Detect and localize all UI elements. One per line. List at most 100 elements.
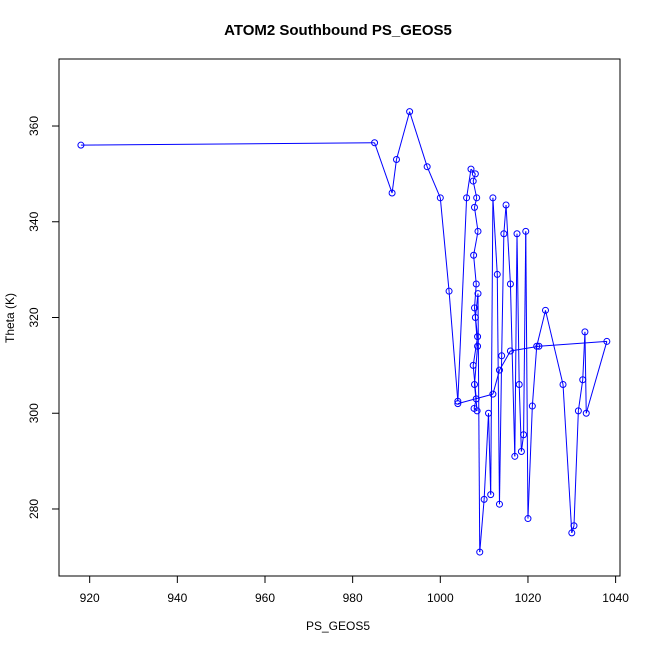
series-segment [426, 166, 441, 199]
series-segment [577, 379, 584, 411]
series-segment [409, 111, 428, 167]
data-point [472, 280, 480, 288]
series-segment [374, 142, 393, 194]
data-point [559, 381, 567, 389]
y-tick-label: 340 [27, 211, 41, 231]
data-point [513, 230, 521, 238]
data-point [495, 366, 503, 374]
y-tick-label: 280 [27, 499, 41, 519]
data-point [467, 165, 475, 173]
series-segment [571, 525, 575, 534]
data-point [471, 314, 479, 321]
chart-title: ATOM2 Southbound PS_GEOS5 [224, 22, 452, 39]
x-tick-label: 920 [80, 591, 100, 605]
series-segment [472, 173, 476, 182]
series-segment [496, 274, 500, 505]
data-point [568, 529, 576, 537]
data-point [469, 361, 477, 369]
series-segment [473, 231, 479, 256]
data-point [528, 402, 536, 410]
series-segment [505, 204, 511, 285]
series-segment [525, 231, 529, 519]
data-point [470, 251, 478, 259]
data-point [485, 409, 493, 417]
series-segment [466, 169, 472, 198]
data-point [500, 230, 508, 238]
data-point [436, 194, 444, 202]
data-point [77, 141, 85, 149]
data-point [524, 515, 532, 523]
data-point [473, 407, 481, 415]
series-segment [457, 393, 494, 405]
data-point [392, 156, 400, 164]
data-point [470, 381, 478, 389]
series-segment [479, 499, 485, 553]
series-segment [516, 233, 520, 385]
data-point [581, 328, 589, 336]
data-point [502, 201, 510, 209]
data-point [469, 177, 477, 185]
series-segment [474, 317, 479, 347]
data-point [579, 376, 587, 384]
series-segment [490, 197, 494, 495]
data-point [522, 227, 530, 235]
series-segment [391, 159, 397, 194]
x-tick-label: 940 [167, 591, 187, 605]
data-point [487, 491, 495, 499]
plot-frame [58, 58, 621, 577]
data-point [454, 400, 462, 408]
data-point [473, 194, 481, 202]
data-point [474, 290, 482, 298]
data-point [498, 352, 506, 360]
series-segment [584, 331, 587, 414]
series-segment [509, 283, 516, 457]
data-point [506, 347, 514, 355]
data-point [535, 342, 543, 350]
x-tick-label: 1020 [515, 591, 542, 605]
data-point [480, 495, 488, 503]
data-point [574, 407, 582, 415]
x-tick-label: 1040 [602, 591, 629, 605]
x-tick-label: 1000 [427, 591, 454, 605]
data-point [470, 203, 478, 211]
x-axis-label: PS_GEOS5 [306, 619, 370, 633]
series-segment [573, 410, 579, 526]
series-segment [473, 283, 477, 308]
series-segment [501, 233, 505, 356]
y-tick-label: 360 [27, 116, 41, 136]
series-segment [562, 384, 573, 533]
series-segment [523, 231, 527, 435]
series-layer [77, 108, 611, 556]
y-tick-label: 300 [27, 403, 41, 423]
data-point [603, 337, 611, 345]
y-axis: 280 300 320 340 360 [27, 116, 60, 519]
series-segment [498, 355, 503, 505]
series-segment [395, 111, 411, 160]
series-segment [492, 370, 500, 395]
data-point [495, 500, 503, 508]
series-segment [474, 197, 478, 208]
data-point [511, 452, 519, 460]
y-axis-label: Theta (K) [3, 293, 17, 343]
data-point [445, 287, 453, 295]
data-point [520, 431, 528, 439]
series-segment [457, 197, 468, 402]
series-segment [527, 406, 533, 519]
series-segment [448, 291, 459, 402]
y-tick-label: 320 [27, 307, 41, 327]
series-segment [473, 207, 479, 232]
data-point [515, 381, 523, 389]
data-point [489, 390, 497, 398]
data-point [517, 448, 525, 456]
series-segment [538, 340, 607, 347]
data-point [423, 163, 431, 171]
data-point [388, 189, 396, 197]
series-segment [492, 197, 498, 275]
data-point [463, 194, 471, 202]
data-point [371, 139, 379, 147]
data-point [493, 270, 501, 278]
series-segment [518, 384, 522, 452]
data-point [474, 227, 482, 235]
series-segment [531, 346, 538, 407]
